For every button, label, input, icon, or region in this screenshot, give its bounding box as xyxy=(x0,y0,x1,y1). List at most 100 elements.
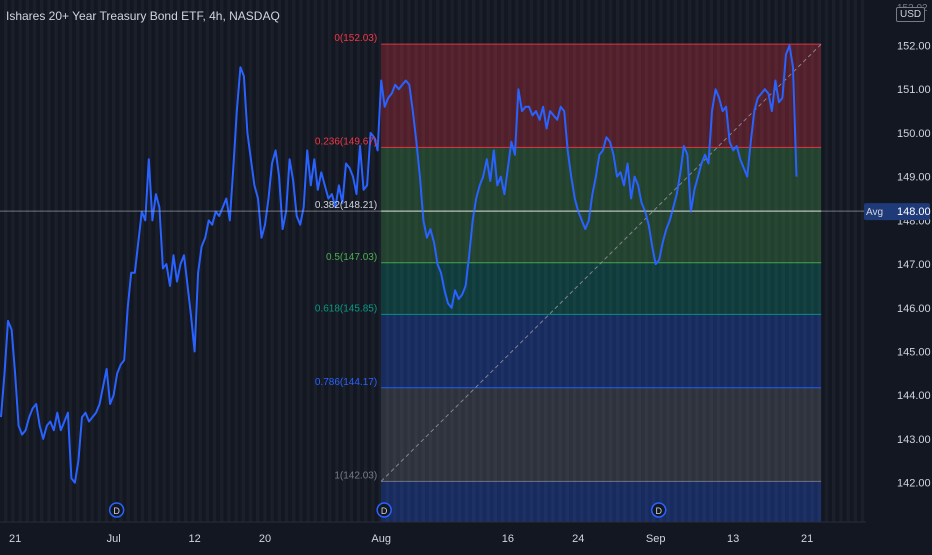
session-stripe xyxy=(321,0,324,522)
y-tick-label: 149.00 xyxy=(897,172,931,184)
dividend-marker[interactable] xyxy=(376,502,392,518)
x-tick-label: Jul xyxy=(107,533,121,545)
fib-trend-line xyxy=(380,43,822,482)
fib-band xyxy=(381,481,822,522)
price-series xyxy=(0,44,798,484)
x-tick-label: 21 xyxy=(9,533,21,545)
session-stripe xyxy=(54,0,57,522)
fib-label: 0.236(149.67) xyxy=(315,136,377,147)
session-stripe xyxy=(206,0,209,522)
session-stripe xyxy=(846,0,849,522)
session-stripe xyxy=(148,0,151,522)
x-tick-label: 24 xyxy=(572,533,584,545)
y-tick-label: 143.00 xyxy=(897,434,931,446)
time-axis: 21 Jul 12 20 Aug 16 24 Sep 13 21 xyxy=(0,521,932,550)
session-stripe xyxy=(4,0,7,522)
session-stripe xyxy=(11,0,14,522)
dividend-marker[interactable] xyxy=(108,502,125,518)
fib-band xyxy=(381,147,822,212)
fib-band xyxy=(381,262,822,315)
fib-label: 0.382(148.21) xyxy=(315,200,377,211)
fib-bands xyxy=(381,44,822,522)
currency-button[interactable]: USD xyxy=(896,7,926,22)
session-stripe xyxy=(839,0,842,522)
session-stripe xyxy=(112,0,115,522)
fib-label: 0.5(147.03) xyxy=(326,252,377,263)
session-stripe xyxy=(40,0,43,522)
session-stripe xyxy=(18,0,21,522)
fib-label: 0.786(144.17) xyxy=(315,377,377,388)
y-tick-label: 145.00 xyxy=(897,347,931,359)
avg-price-marker: Avg 148.00 xyxy=(0,203,931,221)
y-tick-label: 146.00 xyxy=(897,303,931,315)
y-tick-label: 151.00 xyxy=(897,84,931,96)
x-tick-label: Aug xyxy=(371,533,391,545)
session-stripe xyxy=(47,0,50,522)
fib-band xyxy=(381,387,822,482)
x-tick-label: Sep xyxy=(646,533,666,545)
session-stripe xyxy=(177,0,180,522)
session-stripe xyxy=(256,0,259,522)
session-stripe xyxy=(98,0,101,522)
y-tick-label: 142.00 xyxy=(897,478,931,490)
dividend-marker-label: D xyxy=(655,506,662,516)
y-tick-label: 144.00 xyxy=(897,390,931,402)
session-stripe xyxy=(191,0,194,522)
dividend-marker[interactable] xyxy=(650,502,667,518)
session-stripe xyxy=(299,0,302,522)
session-stripe xyxy=(263,0,266,522)
session-stripe xyxy=(249,0,252,522)
x-tick-label: 20 xyxy=(259,533,271,545)
session-stripe xyxy=(155,0,158,522)
x-tick-label: 21 xyxy=(801,533,813,545)
session-stripe xyxy=(33,0,36,522)
time-axis-bg xyxy=(0,522,932,550)
fib-label: 0(152.03) xyxy=(334,33,377,44)
fib-labels: 0(152.03) 0.236(149.67) 0.382(148.21) 0.5(1… xyxy=(315,33,377,481)
session-stripe xyxy=(126,0,129,522)
fib-band xyxy=(381,314,822,388)
avg-value: 148.00 xyxy=(897,206,931,218)
x-tick-label: 12 xyxy=(188,533,200,545)
x-tick-label: 13 xyxy=(727,533,739,545)
session-stripe xyxy=(314,0,317,522)
avg-badge xyxy=(864,203,930,221)
session-stripe xyxy=(861,0,864,522)
fib-band xyxy=(381,211,822,263)
session-stripe xyxy=(285,0,288,522)
x-tick-label: 16 xyxy=(502,533,514,545)
session-stripe xyxy=(141,0,144,522)
y-tick-label: 152.00 xyxy=(897,40,931,52)
session-stripe xyxy=(270,0,273,522)
session-stripe xyxy=(854,0,857,522)
fib-label: 1(142.03) xyxy=(334,470,377,481)
session-stripe xyxy=(832,0,835,522)
session-stripe xyxy=(90,0,93,522)
fib-trend-line xyxy=(380,43,822,482)
session-stripe xyxy=(825,0,828,522)
price-axis-bg xyxy=(866,0,932,550)
session-stripe xyxy=(62,0,65,522)
fib-band xyxy=(381,44,822,148)
session-stripe xyxy=(220,0,223,522)
session-stripe xyxy=(234,0,237,522)
y-tick-label: 150.00 xyxy=(897,128,931,140)
avg-label: Avg xyxy=(866,207,883,218)
session-stripe xyxy=(119,0,122,522)
session-stripe xyxy=(26,0,29,522)
fib-label: 0.618(145.85) xyxy=(315,303,377,314)
session-stripe xyxy=(278,0,281,522)
session-stripe xyxy=(105,0,108,522)
session-stripe xyxy=(213,0,216,522)
dividend-marker-label: D xyxy=(381,506,388,516)
session-stripe xyxy=(306,0,309,522)
dividend-marker-label: D xyxy=(113,506,120,516)
session-stripe xyxy=(292,0,295,522)
chart-title: Ishares 20+ Year Treasury Bond ETF, 4h, … xyxy=(6,9,280,23)
price-axis: 142.00 143.00 144.00 145.00 146.00 147.00 148.… xyxy=(866,0,932,550)
session-stripe xyxy=(83,0,86,522)
price-line xyxy=(0,44,798,484)
